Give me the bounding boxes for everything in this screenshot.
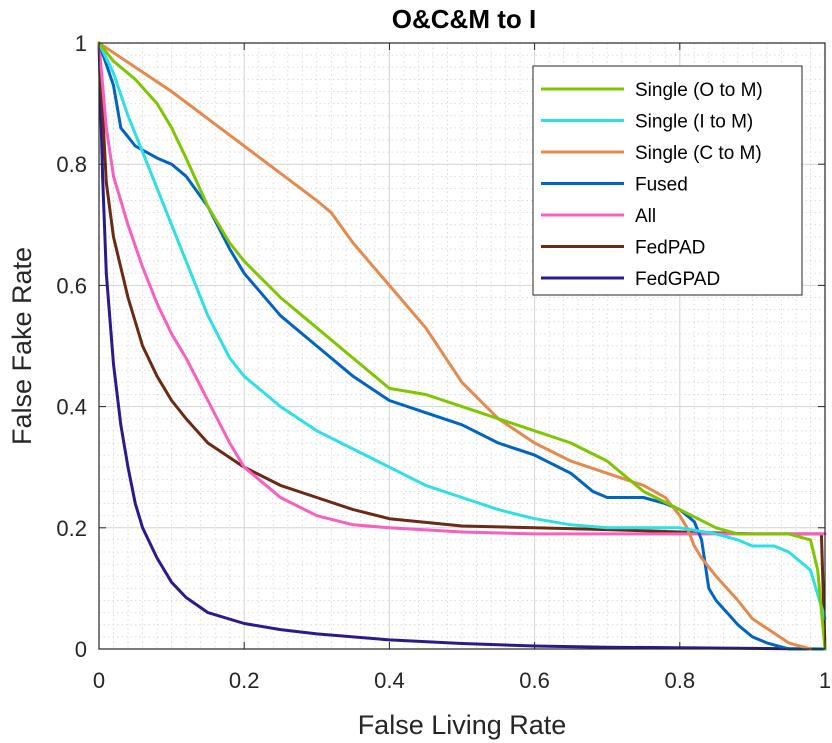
y-tick-label: 0.2	[56, 516, 87, 541]
legend-label-fedpad: FedPAD	[635, 238, 705, 259]
x-tick-label: 0	[93, 668, 105, 693]
series-line-all	[97, 41, 827, 536]
legend: Single (O to M) Single (I to M) Single (C …	[532, 65, 803, 296]
x-axis-label: False Living Rate	[358, 710, 567, 740]
series-line-fedpad	[97, 41, 827, 651]
chart-title: O&C&M to I	[392, 4, 536, 34]
plot-frame	[98, 42, 826, 650]
series-layer	[97, 41, 827, 651]
y-tick-label: 0	[75, 637, 87, 662]
series-line-single-c-to-m	[97, 41, 812, 651]
series-line-single-i-to-m	[97, 41, 827, 621]
legend-label-all: All	[635, 206, 656, 227]
legend-label-single-c-to-m: Single (C to M)	[635, 143, 762, 164]
x-tick-label: 1	[819, 668, 831, 693]
y-tick-label: 0.8	[56, 152, 87, 177]
y-tick-label: 1	[75, 31, 87, 56]
x-tick-label: 0.6	[519, 668, 550, 693]
legend-label-single-i-to-m: Single (I to M)	[635, 112, 753, 133]
minor-grid	[99, 43, 825, 649]
y-tick-label: 0.4	[56, 395, 87, 420]
y-axis-label: False Fake Rate	[7, 247, 37, 445]
legend-box	[532, 65, 803, 296]
series-line-fused	[97, 41, 827, 651]
series-line-fedgpad	[97, 41, 827, 651]
series-line-single-o-to-m	[97, 41, 827, 651]
x-axis-ticks: 0 0.2 0.4 0.6 0.8 1	[93, 43, 831, 693]
legend-label-single-o-to-m: Single (O to M)	[635, 80, 763, 101]
x-tick-label: 0.8	[665, 668, 696, 693]
x-tick-label: 0.4	[374, 668, 405, 693]
y-axis-ticks: 0 0.2 0.4 0.6 0.8 1	[56, 31, 825, 662]
legend-label-fedgpad: FedGPAD	[635, 269, 720, 290]
legend-label-fused: Fused	[635, 175, 688, 196]
y-tick-label: 0.6	[56, 273, 87, 298]
x-tick-label: 0.2	[229, 668, 260, 693]
